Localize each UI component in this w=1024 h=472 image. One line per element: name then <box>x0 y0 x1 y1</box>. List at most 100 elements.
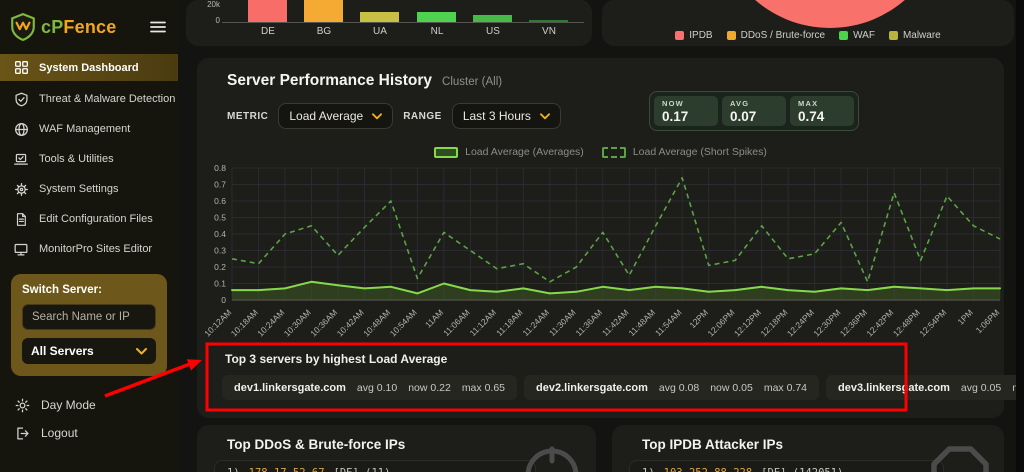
top-ddos-ips-panel: Top DDoS & Brute-force IPs 1) 178.17.52.67… <box>197 425 596 472</box>
svg-text:12:54PM: 12:54PM <box>917 307 948 338</box>
svg-text:12:48PM: 12:48PM <box>891 307 922 338</box>
server-name: dev1.linkersgate.com <box>234 381 346 394</box>
stat-value: 0.07 <box>730 109 757 124</box>
svg-text:10:24AM: 10:24AM <box>255 307 286 338</box>
sidebar-item-threat-malware-detection[interactable]: Threat & Malware Detection <box>0 84 178 114</box>
legend-item-malware[interactable]: Malware <box>888 30 941 41</box>
legend-swatch <box>839 31 849 40</box>
logout-button[interactable]: Logout <box>0 419 178 447</box>
logo-row: cPFence <box>0 0 178 54</box>
svg-text:12:06PM: 12:06PM <box>705 307 736 338</box>
sidebar-item-system-dashboard[interactable]: System Dashboard <box>0 54 178 81</box>
line-chart-legend: Load Average (Averages) Load Average (Sho… <box>197 146 1004 158</box>
sidebar-nav: System Dashboard Threat & Malware Detecti… <box>0 54 178 264</box>
server-select-dropdown[interactable]: All Servers <box>22 338 156 364</box>
bar-BG <box>304 0 343 22</box>
bar-NL <box>417 11 456 22</box>
legend-item-ipdb[interactable]: IPDB <box>675 30 713 41</box>
bar-category-label: US <box>486 26 500 37</box>
panel-title: Top IPDB Attacker IPs <box>642 437 784 452</box>
sidebar-item-label: Tools & Utilities <box>39 153 114 165</box>
crosshair-icon <box>520 443 584 472</box>
server-name: dev2.linkersgate.com <box>536 381 648 394</box>
legend-swatch <box>888 31 898 40</box>
legend-label: WAF <box>853 30 875 41</box>
svg-text:0.4: 0.4 <box>214 229 226 239</box>
range-dropdown[interactable]: Last 3 Hours <box>451 103 561 129</box>
top-ipdb-ips-panel: Top IPDB Attacker IPs 1) 103.252.88.228 [DE… <box>612 425 1004 472</box>
chevron-down-icon <box>372 112 383 119</box>
legend-swatch <box>726 31 736 40</box>
server-avg: avg 0.08 <box>658 381 700 394</box>
sidebar-item-edit-configuration-files[interactable]: Edit Configuration Files <box>0 204 178 234</box>
metric-dropdown[interactable]: Load Average <box>278 103 394 129</box>
svg-text:11:12AM: 11:12AM <box>468 307 499 338</box>
svg-text:10:30AM: 10:30AM <box>282 307 313 338</box>
svg-text:0.2: 0.2 <box>214 262 226 272</box>
shield-logo-icon <box>10 13 36 41</box>
svg-text:11:30AM: 11:30AM <box>547 307 578 338</box>
sidebar-item-waf-management[interactable]: WAF Management <box>0 114 178 144</box>
bar-US <box>473 15 512 22</box>
footer-item-label: Day Mode <box>41 398 96 412</box>
server-search-input[interactable] <box>22 304 156 330</box>
legend-swatch <box>675 31 685 40</box>
stat-max: MAX 0.74 <box>790 96 854 126</box>
legend-item-load-average-averages[interactable]: Load Average (Averages) <box>434 146 584 158</box>
legend-swatch-solid <box>434 146 459 158</box>
svg-text:12:36PM: 12:36PM <box>838 307 869 338</box>
server-avg: avg 0.10 <box>356 381 398 394</box>
bar-VN <box>529 20 568 22</box>
shield-check-icon <box>13 92 29 107</box>
svg-text:12:42PM: 12:42PM <box>864 307 895 338</box>
stat-label: NOW <box>662 99 684 108</box>
legend-label: Load Average (Short Spikes) <box>632 146 767 158</box>
ip-list: 1) 178.17.52.67 [DE] (11) <box>214 460 536 472</box>
ip-address-link[interactable]: 178.17.52.67 <box>249 467 325 472</box>
bar-y-tick: 0 <box>215 16 220 25</box>
day-mode-button[interactable]: Day Mode <box>0 391 178 419</box>
load-stats-group: NOW 0.17 AVG 0.07 MAX 0.74 <box>649 91 859 131</box>
server-chip-dev1-linkersgate-com: dev1.linkersgate.com avg 0.10 now 0.22 max … <box>222 375 518 400</box>
sidebar-item-monitorpro-sites-editor[interactable]: MonitorPro Sites Editor <box>0 234 178 264</box>
logout-icon <box>14 426 30 441</box>
svg-text:12PM: 12PM <box>687 307 710 330</box>
svg-text:10:42AM: 10:42AM <box>335 307 366 338</box>
legend-item-waf[interactable]: WAF <box>839 30 875 41</box>
panel-title: Top DDoS & Brute-force IPs <box>227 437 406 452</box>
svg-text:0.1: 0.1 <box>214 279 226 289</box>
ip-meta: [DE] (142051) <box>761 467 843 472</box>
sidebar-item-system-settings[interactable]: System Settings <box>0 174 178 204</box>
svg-text:0.5: 0.5 <box>214 213 226 223</box>
server-now: now 0.05 <box>710 381 753 394</box>
svg-text:11:54AM: 11:54AM <box>653 307 684 338</box>
ip-address-link[interactable]: 103.252.88.228 <box>664 467 753 472</box>
svg-text:0.6: 0.6 <box>214 196 226 206</box>
ip-meta: [DE] (11) <box>334 467 391 472</box>
legend-item-load-average-short-spikes[interactable]: Load Average (Short Spikes) <box>601 146 767 158</box>
attack-counts-bar-chart-panel: 20k 0 DE BG UA NL US VN <box>186 0 592 46</box>
server-chip-dev2-linkersgate-com: dev2.linkersgate.com avg 0.08 now 0.05 max … <box>524 375 820 400</box>
stat-value: 0.17 <box>662 109 689 124</box>
sidebar-item-tools-utilities[interactable]: Tools & Utilities <box>0 144 178 174</box>
sun-icon <box>14 398 30 413</box>
top-servers-row: dev1.linkersgate.com avg 0.10 now 0.22 max … <box>222 375 1024 400</box>
legend-item-ddos-brute-force[interactable]: DDoS / Brute-force <box>726 30 825 41</box>
bar-UA <box>360 11 399 22</box>
cluster-subtitle: Cluster (All) <box>442 76 503 88</box>
metric-value: Load Average <box>289 109 364 123</box>
svg-text:11AM: 11AM <box>423 307 445 329</box>
bar-y-tick: 20k <box>207 0 220 9</box>
hamburger-menu-icon[interactable] <box>150 21 166 33</box>
bar-category-label: NL <box>430 26 444 37</box>
brand-logo: cPFence <box>41 16 117 37</box>
range-value: Last 3 Hours <box>462 109 531 123</box>
chevron-down-icon <box>539 112 550 119</box>
dashboard-grid-icon <box>13 60 29 75</box>
svg-text:11:42AM: 11:42AM <box>600 307 631 338</box>
server-select-value: All Servers <box>31 344 94 358</box>
svg-text:12:24PM: 12:24PM <box>785 307 816 338</box>
svg-text:10:12AM: 10:12AM <box>202 307 233 338</box>
